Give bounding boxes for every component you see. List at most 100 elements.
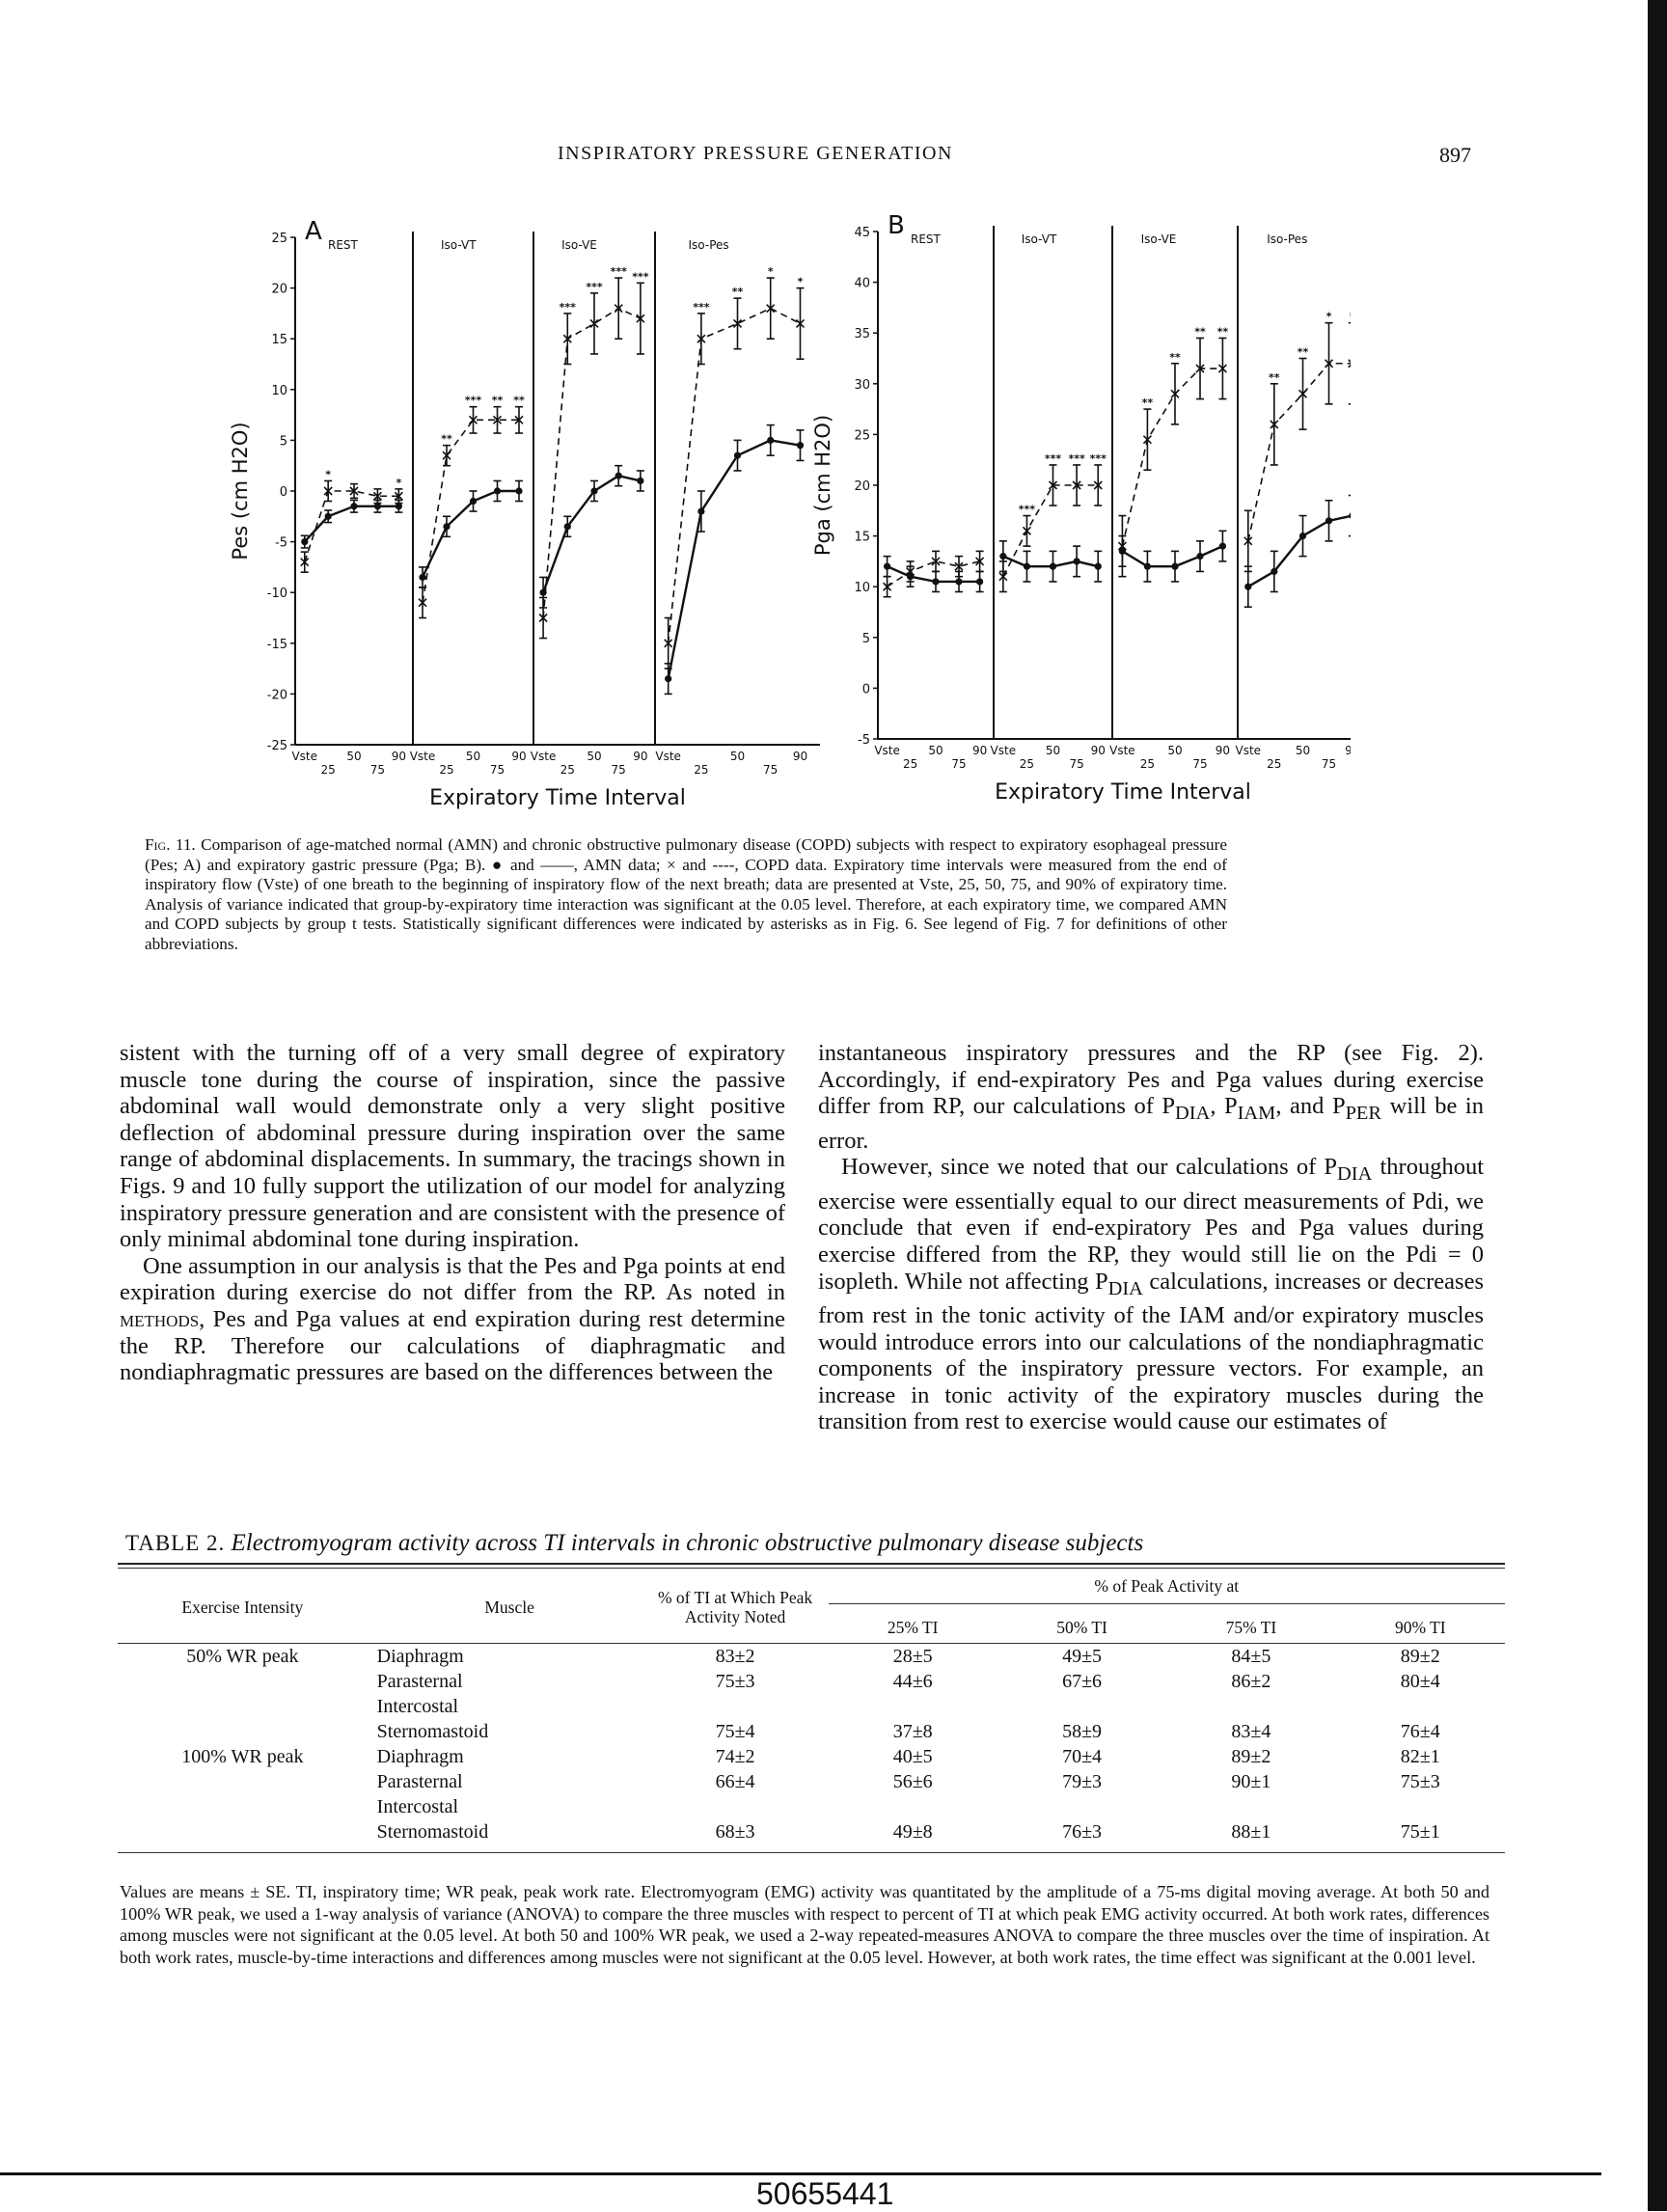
col-header-25: 25% TI (887, 1618, 939, 1637)
y-tick-label: -10 (267, 587, 287, 601)
data-point-amn (1143, 562, 1151, 570)
data-point-copd (975, 557, 985, 566)
data-point-copd (323, 486, 333, 496)
significance-marker: * (798, 276, 804, 288)
data-point-copd (931, 557, 941, 566)
table-cell-v75 (1166, 1694, 1335, 1719)
x-tick-label: 90 (392, 750, 406, 763)
body-column-left: sistent with the turning off of a very s… (120, 1040, 785, 1386)
significance-marker: *** (1090, 452, 1107, 465)
paragraph: One assumption in our analysis is that t… (120, 1252, 785, 1386)
significance-marker: * (768, 265, 774, 278)
methods-ref: methods (120, 1305, 200, 1332)
paragraph: However, since we noted that our calcula… (818, 1154, 1484, 1435)
x-tick-label: 50 (587, 750, 601, 763)
x-tick-label: 90 (633, 750, 647, 763)
data-point-amn (1094, 562, 1102, 570)
data-point-copd (1348, 359, 1351, 369)
table-cell-v50: 67±6 (1062, 1671, 1103, 1692)
significance-marker: *** (611, 265, 628, 278)
caption-label: Fig. 11. (145, 835, 196, 854)
table-cell-v50 (997, 1794, 1166, 1819)
col-header-muscle: Muscle (484, 1597, 534, 1617)
x-tick-label: 50 (346, 750, 361, 763)
x-tick-label: Vste (410, 750, 436, 763)
data-point-copd (394, 491, 403, 501)
data-point-amn (493, 487, 502, 495)
significance-marker: * (1350, 311, 1351, 323)
data-point-amn (469, 497, 478, 505)
data-point-copd (1022, 526, 1032, 535)
data-point-copd (442, 451, 451, 460)
data-point-copd (998, 572, 1008, 582)
col-header-ti-noted: % of TI at Which Peak Activity Noted (657, 1587, 813, 1626)
significance-marker: ** (1269, 371, 1280, 384)
table-top-rule (118, 1563, 1505, 1565)
x-tick-label: 75 (1322, 757, 1336, 771)
data-point-amn (1271, 567, 1278, 576)
data-point-copd (636, 314, 645, 323)
x-tick-label: 75 (370, 763, 385, 777)
condition-label: Iso-VT (441, 238, 477, 252)
data-point-copd (300, 558, 310, 567)
significance-marker: *** (1068, 452, 1085, 465)
significance-marker: *** (586, 281, 603, 293)
series-line-amn (667, 439, 801, 679)
page-number: 897 (1439, 143, 1471, 167)
data-point-copd (732, 318, 743, 328)
data-point-amn (999, 553, 1007, 560)
table-row: Sternomastoid 68±3 49±8 76±3 88±1 75±1 (118, 1819, 1505, 1844)
table-cell-muscle: Parasternal (376, 1771, 463, 1792)
table-cell-v50: 49±5 (1062, 1646, 1103, 1667)
table-cell-intensity (118, 1819, 368, 1844)
data-point-copd (1072, 480, 1081, 490)
data-point-copd (538, 613, 548, 623)
table-cell-v25: 37±8 (892, 1721, 933, 1742)
significance-marker: ** (1194, 325, 1206, 338)
x-tick-label: 90 (1345, 744, 1351, 757)
data-point-amn (419, 573, 426, 582)
x-tick-label: Vste (291, 750, 317, 763)
table-cell-v75: 84±5 (1231, 1646, 1271, 1667)
significance-marker: *** (1019, 504, 1036, 516)
x-tick-label: 25 (1140, 757, 1155, 771)
table-cell-muscle: Intercostal (376, 1796, 459, 1817)
series-line-copd (1247, 362, 1351, 542)
significance-marker: * (325, 468, 331, 480)
data-point-copd (1217, 364, 1227, 373)
table-cell-v25: 40±5 (892, 1746, 933, 1767)
table-cell-muscle: Intercostal (376, 1696, 459, 1717)
significance-marker: *** (632, 270, 649, 283)
data-point-copd (954, 561, 964, 571)
data-point-amn (515, 487, 523, 495)
table-cell-intensity (118, 1719, 368, 1744)
x-tick-label: 25 (1267, 757, 1281, 771)
significance-marker: *** (1045, 452, 1062, 465)
x-tick-label: 90 (511, 750, 526, 763)
table-cell-ti (642, 1794, 829, 1819)
col-header-90: 90% TI (1394, 1618, 1446, 1637)
table-cell-muscle: Diaphragm (376, 1746, 464, 1767)
data-point-amn (1196, 553, 1204, 560)
figure-caption: Fig. 11. Comparison of age-matched norma… (145, 835, 1227, 955)
paragraph: instantaneous inspiratory pressures and … (818, 1040, 1484, 1154)
y-tick-label: 25 (854, 428, 870, 443)
table-cell-v90: 82±1 (1400, 1746, 1440, 1767)
x-tick-label: 90 (972, 744, 987, 757)
data-point-amn (1325, 517, 1333, 525)
table-cell-v90: 76±4 (1400, 1721, 1440, 1742)
data-point-amn (324, 512, 332, 520)
table-row: 50% WR peak Diaphragm 83±2 28±5 49±5 84±5 89±2 (118, 1644, 1505, 1669)
data-point-amn (1218, 542, 1226, 550)
data-point-copd (468, 415, 478, 424)
data-point-amn (1298, 533, 1307, 540)
data-point-amn (767, 436, 775, 444)
table-cell-v50: 79±3 (1062, 1771, 1103, 1792)
data-point-amn (932, 578, 940, 586)
data-point-copd (1093, 480, 1103, 490)
y-tick-label: -25 (267, 739, 287, 753)
data-point-amn (733, 451, 742, 459)
table-cell-muscle: Sternomastoid (376, 1721, 489, 1742)
